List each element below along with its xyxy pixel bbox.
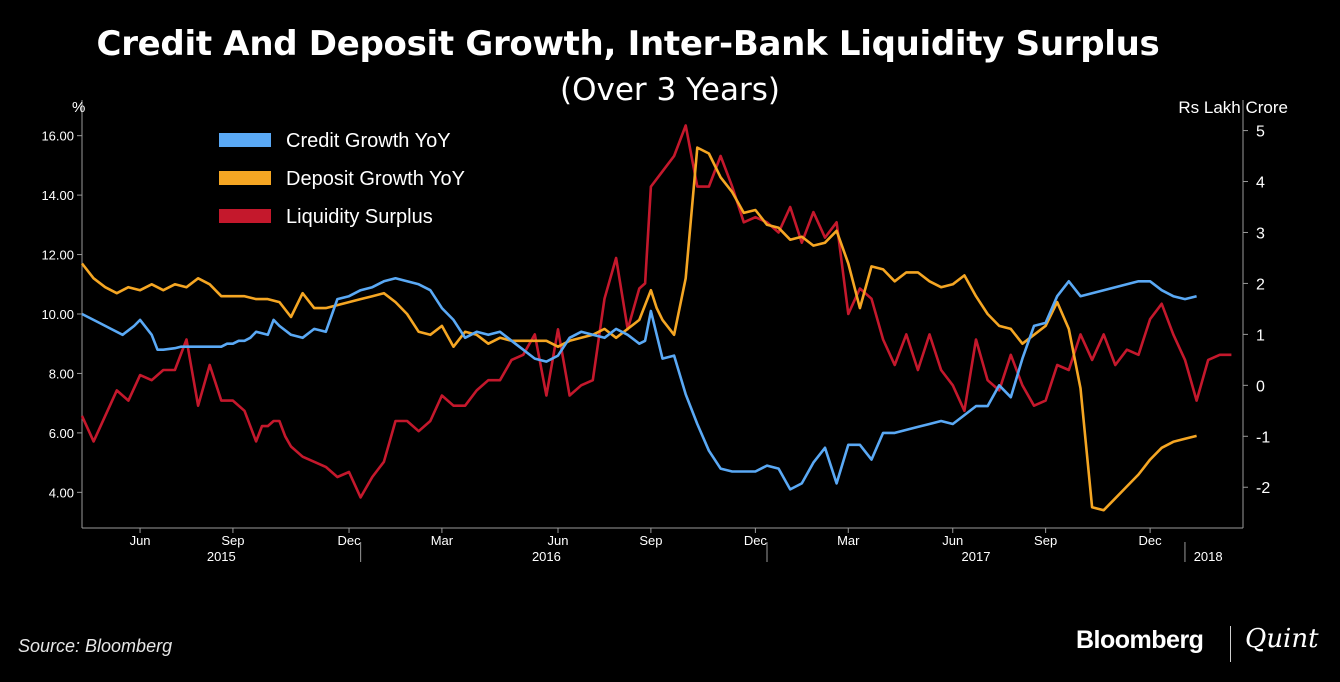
legend-deposit-swatch (219, 171, 271, 185)
quint-logo: Quint (1245, 624, 1319, 654)
right-axis-label: Rs Lakh Crore (1178, 98, 1288, 117)
x-axis-month-label: Jun (942, 533, 963, 548)
credit-growth-line (81, 276, 1197, 491)
x-axis-year-label: 2018 (1194, 549, 1223, 564)
left-axis-tick-label: 8.00 (49, 366, 74, 381)
legend-liquidity-swatch (219, 209, 271, 223)
right-axis-tick-label: 3 (1256, 225, 1265, 242)
legend-credit-label: Credit Growth YoY (286, 130, 451, 152)
chart-title: Credit And Deposit Growth, Inter-Bank Li… (96, 24, 1160, 64)
right-axis-tick-label: 0 (1256, 378, 1265, 395)
right-axis-tick-label: 1 (1256, 327, 1265, 344)
x-axis-year-label: 2016 (532, 549, 561, 564)
legend-liquidity-label: Liquidity Surplus (286, 206, 433, 228)
left-axis-tick-label: 4.00 (49, 485, 74, 500)
x-axis-month-label: Jun (130, 533, 151, 548)
x-axis-month-label: Dec (337, 533, 361, 548)
logo-divider (1230, 626, 1231, 662)
legend-credit-swatch (219, 133, 271, 147)
right-axis-tick-label: 4 (1256, 175, 1265, 192)
liquidity-surplus-line (80, 124, 1232, 499)
x-axis-year-label: 2015 (207, 549, 236, 564)
x-axis-month-label: Sep (639, 533, 662, 548)
source-note: Source: Bloomberg (18, 636, 173, 656)
right-axis-tick-label: 2 (1256, 276, 1265, 293)
x-axis-month-label: Sep (221, 533, 244, 548)
x-axis-month-label: Sep (1034, 533, 1057, 548)
left-axis-tick-label: 16.00 (41, 129, 74, 144)
right-axis-tick-label: -2 (1256, 480, 1270, 497)
right-axis-tick-label: -1 (1256, 429, 1270, 446)
left-axis-tick-label: 14.00 (41, 188, 74, 203)
right-axis-tick-label: 5 (1256, 124, 1265, 141)
left-axis-tick-label: 10.00 (41, 307, 74, 322)
left-axis-tick-label: 6.00 (49, 426, 74, 441)
legend-deposit-label: Deposit Growth YoY (286, 168, 465, 190)
x-axis-month-label: Mar (837, 533, 860, 548)
left-axis-label: % (72, 99, 85, 116)
x-axis-year-label: 2017 (962, 549, 991, 564)
x-axis-month-label: Dec (744, 533, 768, 548)
chart-subtitle: (Over 3 Years) (560, 72, 780, 108)
left-axis-tick-label: 12.00 (41, 248, 74, 263)
x-axis-month-label: Jun (548, 533, 569, 548)
x-axis-month-label: Dec (1139, 533, 1163, 548)
bloomberg-logo: Bloomberg (1076, 626, 1204, 654)
deposit-growth-line (80, 146, 1197, 512)
x-axis-month-label: Mar (431, 533, 454, 548)
